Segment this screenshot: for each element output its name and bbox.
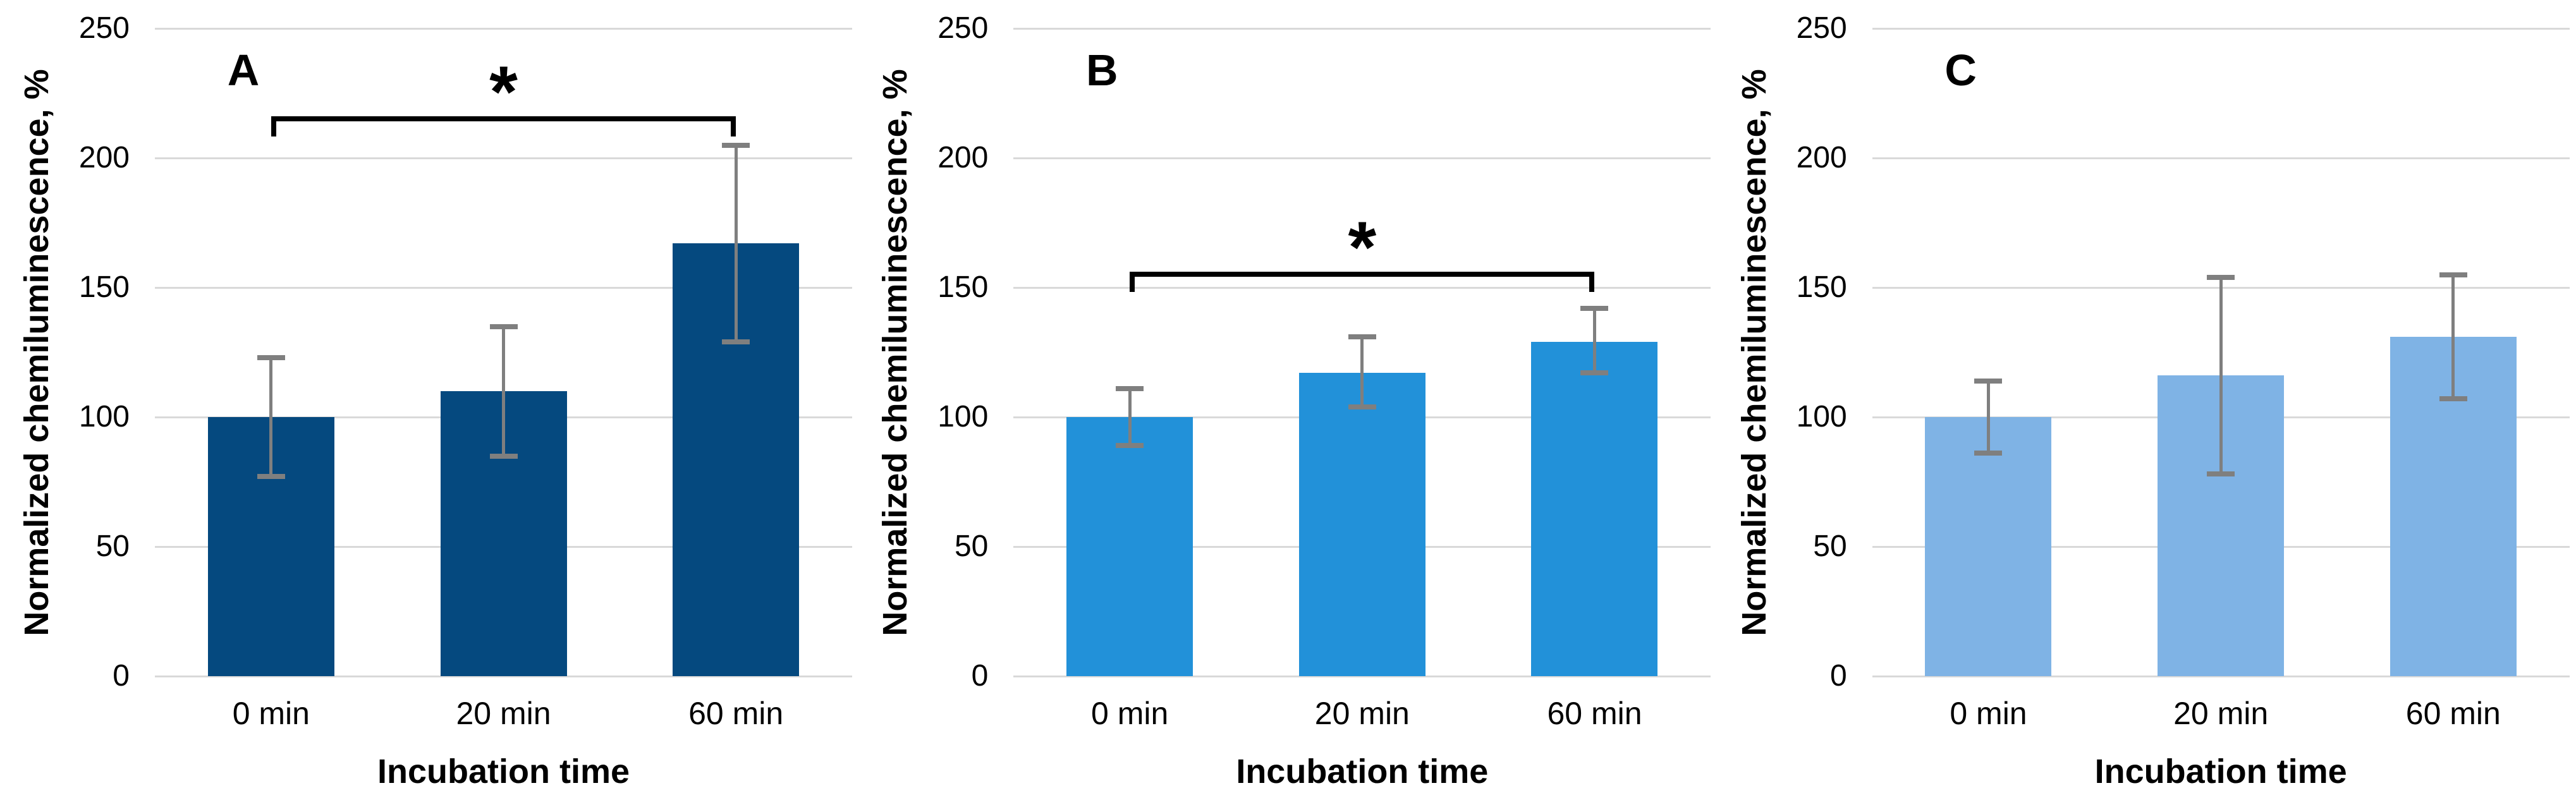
error-bar-cap <box>1116 385 1144 391</box>
significance-asterisk: * <box>489 52 518 133</box>
gridline-y150 <box>155 286 852 289</box>
bar-0-min <box>1066 417 1193 676</box>
error-bar-cap <box>1116 443 1144 449</box>
error-bar-cap <box>2439 396 2467 402</box>
gridline-y250 <box>1872 27 2570 30</box>
error-bar <box>1986 380 1990 454</box>
y-tick-label: 100 <box>937 400 989 433</box>
x-category-label: 20 min <box>456 696 551 731</box>
gridline-y0 <box>1872 675 2570 677</box>
error-bar-cap <box>722 339 750 345</box>
y-axis-title: Normalized chemiluminescence, % <box>1735 68 1773 636</box>
error-bar-cap <box>722 142 750 148</box>
error-bar-cap <box>1974 378 2003 384</box>
panel-letter-b: B <box>1086 45 1118 95</box>
x-category-label: 60 min <box>688 696 784 731</box>
x-category-label: 0 min <box>232 696 310 731</box>
panel-letter-a: A <box>227 45 260 95</box>
error-bar <box>502 326 505 456</box>
y-tick-label: 0 <box>1829 659 1847 693</box>
y-tick-label: 50 <box>95 530 130 563</box>
y-tick-label: 200 <box>937 141 989 174</box>
significance-asterisk: * <box>1348 207 1377 289</box>
significance-bracket-end <box>1589 272 1595 293</box>
x-category-label: 60 min <box>2405 696 2501 731</box>
x-category-label: 0 min <box>1950 696 2027 731</box>
x-axis-title: Incubation time <box>1236 753 1489 791</box>
y-tick-label: 150 <box>1796 270 1847 304</box>
gridline-y200 <box>155 157 852 159</box>
error-bar <box>1360 336 1364 407</box>
x-category-label: 0 min <box>1091 696 1169 731</box>
gridline-y200 <box>1013 157 1711 159</box>
significance-bracket-end <box>1130 272 1135 293</box>
error-bar <box>2451 274 2455 399</box>
significance-bracket-end <box>271 116 276 137</box>
bar-0-min <box>1925 417 2052 676</box>
gridline-y0 <box>155 675 852 677</box>
y-tick-label: 0 <box>971 659 989 693</box>
error-bar-cap <box>1580 305 1609 311</box>
y-tick-label: 50 <box>1813 530 1847 563</box>
panel-a: 0 50 100 150 200 250 0 min 20 min 60 min Incubati… <box>0 0 858 812</box>
y-tick-label: 250 <box>78 11 130 45</box>
error-bar-cap <box>1348 404 1376 409</box>
error-bar <box>734 145 738 342</box>
error-bar-cap <box>257 354 285 360</box>
bar-20-min <box>1298 373 1425 676</box>
significance-bracket <box>1130 272 1595 277</box>
error-bar-cap <box>2207 274 2235 280</box>
y-axis-title: Normalized chemiluminescence, % <box>18 68 56 636</box>
error-bar <box>1592 308 1596 373</box>
gridline-y250 <box>1013 27 1711 30</box>
y-tick-label: 150 <box>937 270 989 304</box>
error-bar-cap <box>1580 370 1609 376</box>
error-bar-cap <box>2439 272 2467 277</box>
x-axis-title: Incubation time <box>2094 753 2347 791</box>
error-bar-cap <box>1348 334 1376 339</box>
y-axis-title: Normalized chemiluminescence, % <box>876 68 915 636</box>
gridline-y250 <box>155 27 852 30</box>
y-tick-label: 100 <box>1796 400 1847 433</box>
y-tick-label: 100 <box>78 400 130 433</box>
error-bar <box>2219 277 2223 475</box>
x-category-label: 20 min <box>2173 696 2269 731</box>
error-bar-cap <box>2207 471 2235 477</box>
y-tick-label: 250 <box>1796 11 1847 45</box>
y-tick-label: 250 <box>937 11 989 45</box>
error-bar-cap <box>489 453 518 459</box>
panel-letter-c: C <box>1944 45 1977 95</box>
significance-bracket-end <box>731 116 736 137</box>
x-category-label: 60 min <box>1547 696 1642 731</box>
bar-60-min <box>1531 342 1658 676</box>
y-tick-label: 200 <box>78 141 130 174</box>
y-tick-label: 50 <box>954 530 989 563</box>
gridline-y150 <box>1013 286 1711 289</box>
panel-c: 0 50 100 150 200 250 0 min 20 min 60 min Incubati… <box>1718 0 2576 812</box>
x-category-label: 20 min <box>1314 696 1410 731</box>
y-tick-label: 150 <box>78 270 130 304</box>
gridline-y0 <box>1013 675 1711 677</box>
panel-b: 0 50 100 150 200 250 0 min 20 min 60 min Incubati… <box>858 0 1717 812</box>
error-bar-cap <box>1974 451 2003 456</box>
error-bar <box>269 357 273 477</box>
error-bar-cap <box>489 324 518 329</box>
x-axis-title: Incubation time <box>377 753 630 791</box>
error-bar <box>1128 388 1132 446</box>
significance-bracket <box>271 116 736 122</box>
y-tick-label: 0 <box>113 659 130 693</box>
error-bar-cap <box>257 474 285 480</box>
y-tick-label: 200 <box>1796 141 1847 174</box>
gridline-y200 <box>1872 157 2570 159</box>
